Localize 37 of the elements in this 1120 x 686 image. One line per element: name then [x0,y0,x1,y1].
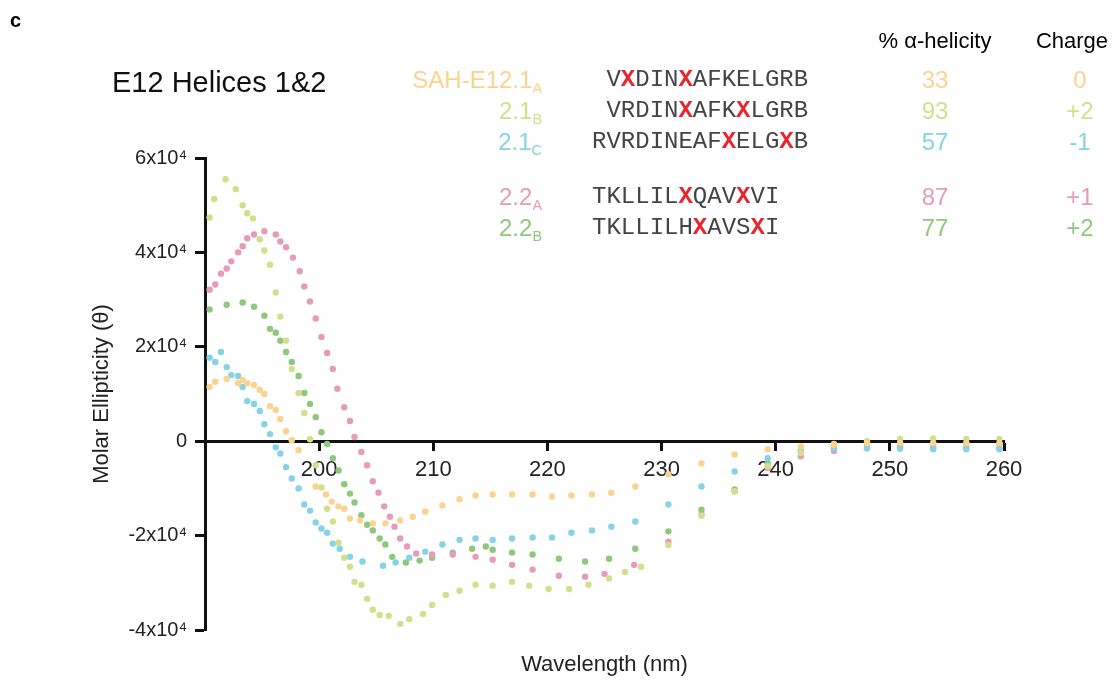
text: 2.1$_{B}$ [499,97,542,128]
text: VRDINXAFKXLGRB [606,97,809,124]
x-tick-label: 260 [985,456,1023,482]
text: 2.2$_{A}$ [499,183,542,214]
text: 0 [1073,66,1087,93]
text: TKLLILXQAVXVI [592,183,780,210]
text: Charge [1035,28,1109,53]
text: 2.2$_{B}$ [499,214,542,245]
y-tick-label: 2x10⁴ [135,334,187,357]
text: +2 [1066,214,1094,241]
y-axis-title: Molar Ellipticity (θ) [88,304,114,484]
y-tick-label: 6x10⁴ [135,145,187,168]
y-tick-label: -4x10⁴ [128,617,187,640]
text: +2 [1066,97,1094,124]
text: 57 [921,128,949,155]
annotation: 87 [921,183,949,210]
text: SAH-E12.1$_{A}$ [412,66,542,97]
text: 2.1$_{C}$ [498,128,542,159]
y-tick-label: 0 [175,428,187,451]
text: 93 [921,97,949,124]
x-tick-label: 250 [871,456,909,482]
text: 33 [921,66,949,93]
x-axis-title: Wavelength (nm) [521,651,688,677]
chart-title: E12 Helices 1&2 [112,66,327,98]
annotation: 77 [921,214,949,241]
text: -1 [1069,128,1091,155]
text: c [10,9,22,31]
text: +1 [1066,183,1094,210]
text: RVRDINEAFXELGXB [592,128,809,155]
y-tick-label: 4x10⁴ [135,239,187,262]
text: TKLLILHXAVSXI [592,214,780,241]
x-tick-label: 220 [529,456,566,482]
x-tick-label: 230 [643,456,680,482]
text: % α-helicity [878,28,992,53]
x-tick-label: 210 [414,456,452,482]
text: VXDINXAFKELGRB [606,66,809,93]
y-tick-label: -2x10⁴ [128,523,187,546]
